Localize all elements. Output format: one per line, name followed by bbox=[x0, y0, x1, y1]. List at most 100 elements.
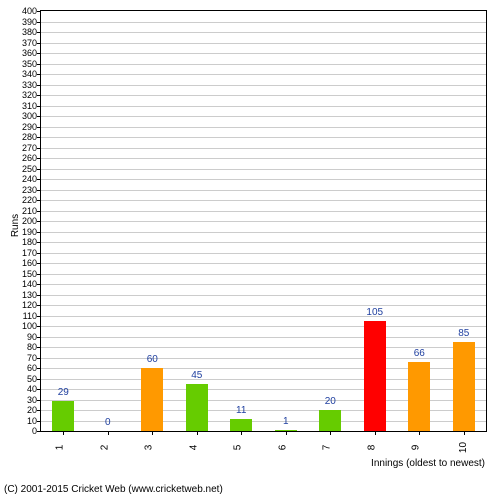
bar-value-label: 0 bbox=[105, 417, 111, 428]
gridline bbox=[41, 316, 486, 317]
bar bbox=[408, 362, 430, 431]
ytick-label: 280 bbox=[22, 132, 41, 142]
ytick-label: 70 bbox=[27, 353, 41, 363]
ytick-label: 210 bbox=[22, 206, 41, 216]
gridline bbox=[41, 221, 486, 222]
ytick-label: 360 bbox=[22, 48, 41, 58]
xtick-mark bbox=[197, 431, 198, 435]
gridline bbox=[41, 200, 486, 201]
ytick-label: 30 bbox=[27, 395, 41, 405]
ytick-label: 380 bbox=[22, 27, 41, 37]
xtick-label: 10 bbox=[458, 442, 469, 453]
bar bbox=[141, 368, 163, 431]
gridline bbox=[41, 116, 486, 117]
gridline bbox=[41, 169, 486, 170]
gridline bbox=[41, 53, 486, 54]
xtick-mark bbox=[108, 431, 109, 435]
xtick-label: 9 bbox=[411, 445, 422, 451]
ytick-label: 350 bbox=[22, 59, 41, 69]
gridline bbox=[41, 106, 486, 107]
xtick-mark bbox=[63, 431, 64, 435]
gridline bbox=[41, 253, 486, 254]
xtick-label: 2 bbox=[99, 445, 110, 451]
gridline bbox=[41, 284, 486, 285]
ytick-label: 340 bbox=[22, 69, 41, 79]
gridline bbox=[41, 43, 486, 44]
ytick-label: 220 bbox=[22, 195, 41, 205]
ytick-label: 20 bbox=[27, 405, 41, 415]
y-axis-label: Runs bbox=[10, 214, 21, 237]
ytick-label: 300 bbox=[22, 111, 41, 121]
copyright-text: (C) 2001-2015 Cricket Web (www.cricketwe… bbox=[4, 484, 223, 495]
ytick-label: 60 bbox=[27, 363, 41, 373]
xtick-label: 7 bbox=[322, 445, 333, 451]
bar-value-label: 105 bbox=[366, 307, 383, 318]
ytick-label: 140 bbox=[22, 279, 41, 289]
gridline bbox=[41, 95, 486, 96]
ytick-label: 320 bbox=[22, 90, 41, 100]
ytick-label: 160 bbox=[22, 258, 41, 268]
gridline bbox=[41, 274, 486, 275]
bar bbox=[453, 342, 475, 431]
ytick-label: 250 bbox=[22, 164, 41, 174]
bar-value-label: 66 bbox=[414, 348, 425, 359]
gridline bbox=[41, 211, 486, 212]
xtick-label: 8 bbox=[366, 445, 377, 451]
bar-value-label: 60 bbox=[147, 354, 158, 365]
xtick-mark bbox=[464, 431, 465, 435]
ytick-label: 150 bbox=[22, 269, 41, 279]
ytick-label: 80 bbox=[27, 342, 41, 352]
xtick-mark bbox=[241, 431, 242, 435]
ytick-label: 400 bbox=[22, 6, 41, 16]
ytick-label: 180 bbox=[22, 237, 41, 247]
ytick-label: 40 bbox=[27, 384, 41, 394]
xtick-mark bbox=[330, 431, 331, 435]
gridline bbox=[41, 326, 486, 327]
xtick-label: 5 bbox=[233, 445, 244, 451]
plot-area: 0102030405060708090100110120130140150160… bbox=[40, 10, 487, 432]
bar bbox=[364, 321, 386, 431]
gridline bbox=[41, 32, 486, 33]
gridline bbox=[41, 295, 486, 296]
gridline bbox=[41, 74, 486, 75]
gridline bbox=[41, 127, 486, 128]
ytick-label: 130 bbox=[22, 290, 41, 300]
gridline bbox=[41, 263, 486, 264]
xtick-label: 3 bbox=[144, 445, 155, 451]
ytick-label: 370 bbox=[22, 38, 41, 48]
bar-value-label: 20 bbox=[325, 396, 336, 407]
gridline bbox=[41, 148, 486, 149]
bar-value-label: 45 bbox=[191, 370, 202, 381]
gridline bbox=[41, 232, 486, 233]
x-axis-label: Innings (oldest to newest) bbox=[371, 458, 485, 469]
gridline bbox=[41, 179, 486, 180]
xtick-label: 4 bbox=[188, 445, 199, 451]
bar bbox=[230, 419, 252, 431]
xtick-label: 1 bbox=[55, 445, 66, 451]
gridline bbox=[41, 305, 486, 306]
ytick-label: 190 bbox=[22, 227, 41, 237]
gridline bbox=[41, 242, 486, 243]
bar bbox=[186, 384, 208, 431]
gridline bbox=[41, 190, 486, 191]
xtick-mark bbox=[375, 431, 376, 435]
ytick-label: 270 bbox=[22, 143, 41, 153]
gridline bbox=[41, 64, 486, 65]
ytick-label: 230 bbox=[22, 185, 41, 195]
ytick-label: 240 bbox=[22, 174, 41, 184]
ytick-label: 330 bbox=[22, 80, 41, 90]
bar-value-label: 11 bbox=[236, 405, 246, 416]
bar-value-label: 1 bbox=[283, 416, 289, 427]
gridline bbox=[41, 22, 486, 23]
bar-value-label: 85 bbox=[458, 328, 469, 339]
ytick-label: 310 bbox=[22, 101, 41, 111]
ytick-label: 390 bbox=[22, 17, 41, 27]
bar bbox=[52, 401, 74, 431]
ytick-label: 10 bbox=[27, 416, 41, 426]
xtick-mark bbox=[152, 431, 153, 435]
ytick-label: 170 bbox=[22, 248, 41, 258]
gridline bbox=[41, 137, 486, 138]
ytick-label: 90 bbox=[27, 332, 41, 342]
ytick-label: 0 bbox=[32, 426, 41, 436]
ytick-label: 290 bbox=[22, 122, 41, 132]
